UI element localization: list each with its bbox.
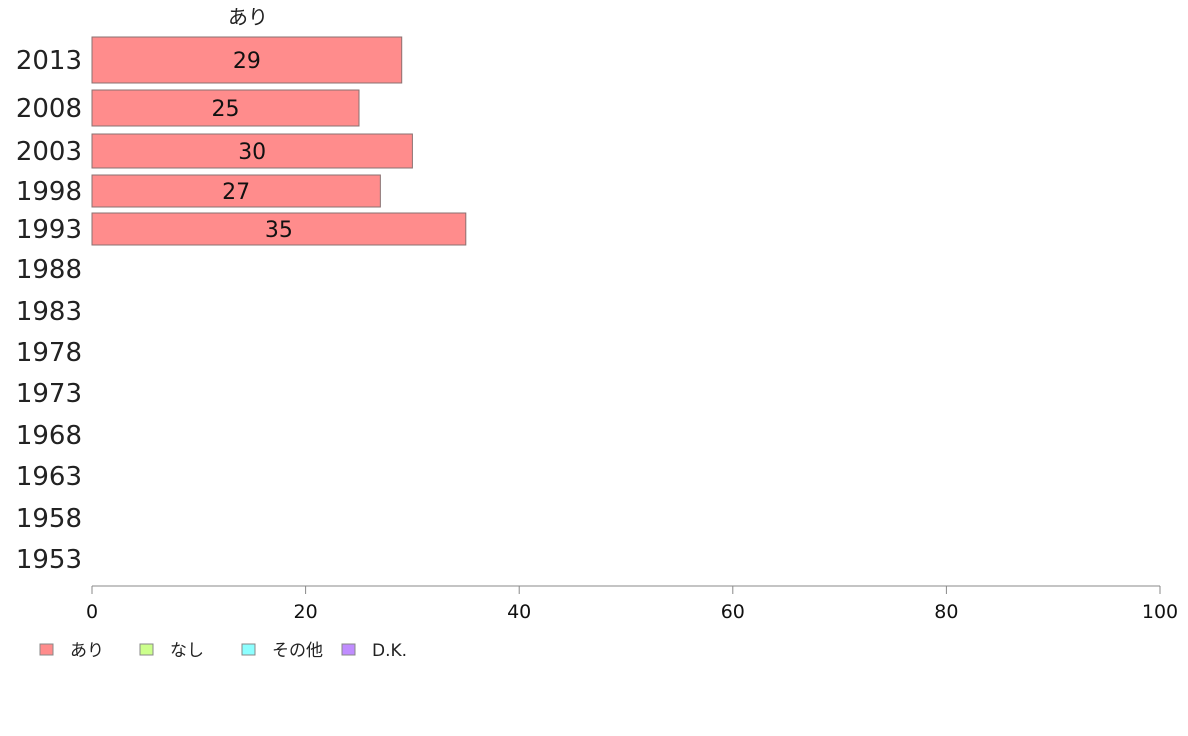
bars: 29 25 30 27 35 xyxy=(91,36,467,246)
category-label: 1958 xyxy=(16,504,82,534)
category-label: 1998 xyxy=(16,177,82,207)
legend-label: なし xyxy=(170,641,204,661)
x-axis: 0 20 40 60 80 100 xyxy=(86,585,1178,623)
data-label: 29 xyxy=(233,49,261,74)
data-label: 30 xyxy=(238,140,266,165)
category-label: 1963 xyxy=(16,462,82,492)
category-label: 2013 xyxy=(16,46,82,76)
category-label: 2008 xyxy=(16,94,82,124)
data-label: 27 xyxy=(222,180,250,205)
bar xyxy=(91,174,381,208)
category-label: 1978 xyxy=(16,338,82,368)
category-label: 1988 xyxy=(16,255,82,285)
category-label: 1983 xyxy=(16,297,82,327)
series-column-header: あり xyxy=(228,5,268,29)
x-tick-label: 0 xyxy=(86,601,98,623)
legend-label: その他 xyxy=(272,641,323,661)
x-tick-label: 100 xyxy=(1142,601,1178,623)
legend-label: D.K. xyxy=(372,641,407,661)
category-label: 1953 xyxy=(16,545,82,575)
legend: あり なし その他 D.K. xyxy=(39,641,407,661)
category-label: 1968 xyxy=(16,421,82,451)
category-label: 1993 xyxy=(16,215,82,245)
x-tick-label: 80 xyxy=(934,601,958,623)
legend-swatch xyxy=(139,643,154,656)
bar xyxy=(91,36,403,84)
x-tick-label: 40 xyxy=(507,601,531,623)
bar xyxy=(91,133,413,169)
legend-swatch xyxy=(39,643,54,656)
bar xyxy=(91,212,467,246)
data-label: 25 xyxy=(212,97,240,122)
bar xyxy=(91,89,360,127)
category-label: 2003 xyxy=(16,137,82,167)
x-tick-label: 20 xyxy=(294,601,318,623)
legend-label: あり xyxy=(70,641,104,661)
legend-swatch xyxy=(341,643,356,656)
data-label: 35 xyxy=(265,218,293,243)
category-label: 1973 xyxy=(16,379,82,409)
legend-swatch xyxy=(241,643,256,656)
category-labels: 2013 2008 2003 1998 1993 1988 1983 1978 1973 1968… xyxy=(16,46,82,575)
x-tick-label: 60 xyxy=(721,601,745,623)
